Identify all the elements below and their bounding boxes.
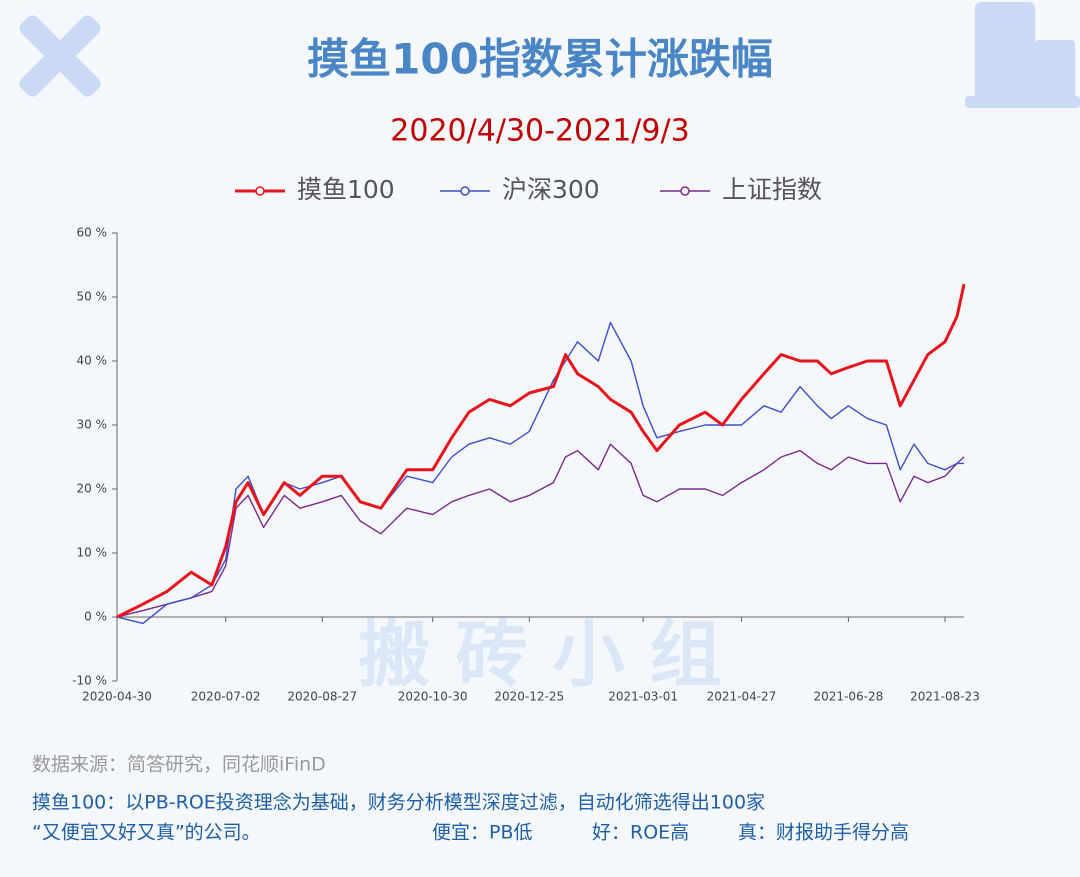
legend-label: 摸鱼100 <box>297 175 395 204</box>
chart-title: 摸鱼100指数累计涨跌幅 <box>307 35 773 84</box>
series-line <box>116 443 965 618</box>
y-tick-label: 60 % <box>77 226 108 240</box>
description: 好：ROE高 <box>592 822 689 844</box>
tools-icon <box>19 15 101 97</box>
legend-marker <box>255 186 265 196</box>
description: 真：财报助手得分高 <box>738 822 909 844</box>
y-tick-label: 20 % <box>77 482 108 496</box>
series-line <box>116 283 966 619</box>
x-tick-label: 2020-04-30 <box>82 690 152 704</box>
x-tick-label: 2020-10-30 <box>398 690 468 704</box>
description: 摸鱼100：以PB-ROE投资理念为基础，财务分析模型深度过滤，自动化筛选得出1… <box>32 791 765 814</box>
y-tick-label: 10 % <box>77 546 108 560</box>
y-tick-label: 40 % <box>77 354 108 368</box>
building-icon <box>965 2 1080 108</box>
x-tick-label: 2020-08-27 <box>287 690 357 704</box>
x-tick-label: 2020-07-02 <box>191 690 261 704</box>
chart-subtitle: 2020/4/30-2021/9/3 <box>390 114 689 149</box>
legend-marker <box>680 186 690 196</box>
x-tick-label: 2021-08-23 <box>910 690 980 704</box>
legend-marker <box>460 186 470 196</box>
source-note: 数据来源：简答研究，同花顺iFinD <box>32 754 326 776</box>
legend-label: 上证指数 <box>722 175 822 204</box>
watermark: 搬 砖 小 组 <box>358 613 721 697</box>
y-tick-label: 0 % <box>84 610 107 624</box>
x-tick-label: 2021-03-01 <box>608 690 678 704</box>
description: “又便宜又好又真”的公司。 <box>32 822 261 844</box>
x-tick-label: 2021-06-28 <box>814 690 884 704</box>
description: 便宜：PB低 <box>432 822 533 844</box>
x-tick-label: 2021-04-27 <box>707 690 777 704</box>
x-tick-label: 2020-12-25 <box>494 690 564 704</box>
legend-label: 沪深300 <box>502 175 600 204</box>
y-tick-label: -10 % <box>72 674 107 688</box>
y-tick-label: 30 % <box>77 418 108 432</box>
y-tick-label: 50 % <box>77 290 108 304</box>
